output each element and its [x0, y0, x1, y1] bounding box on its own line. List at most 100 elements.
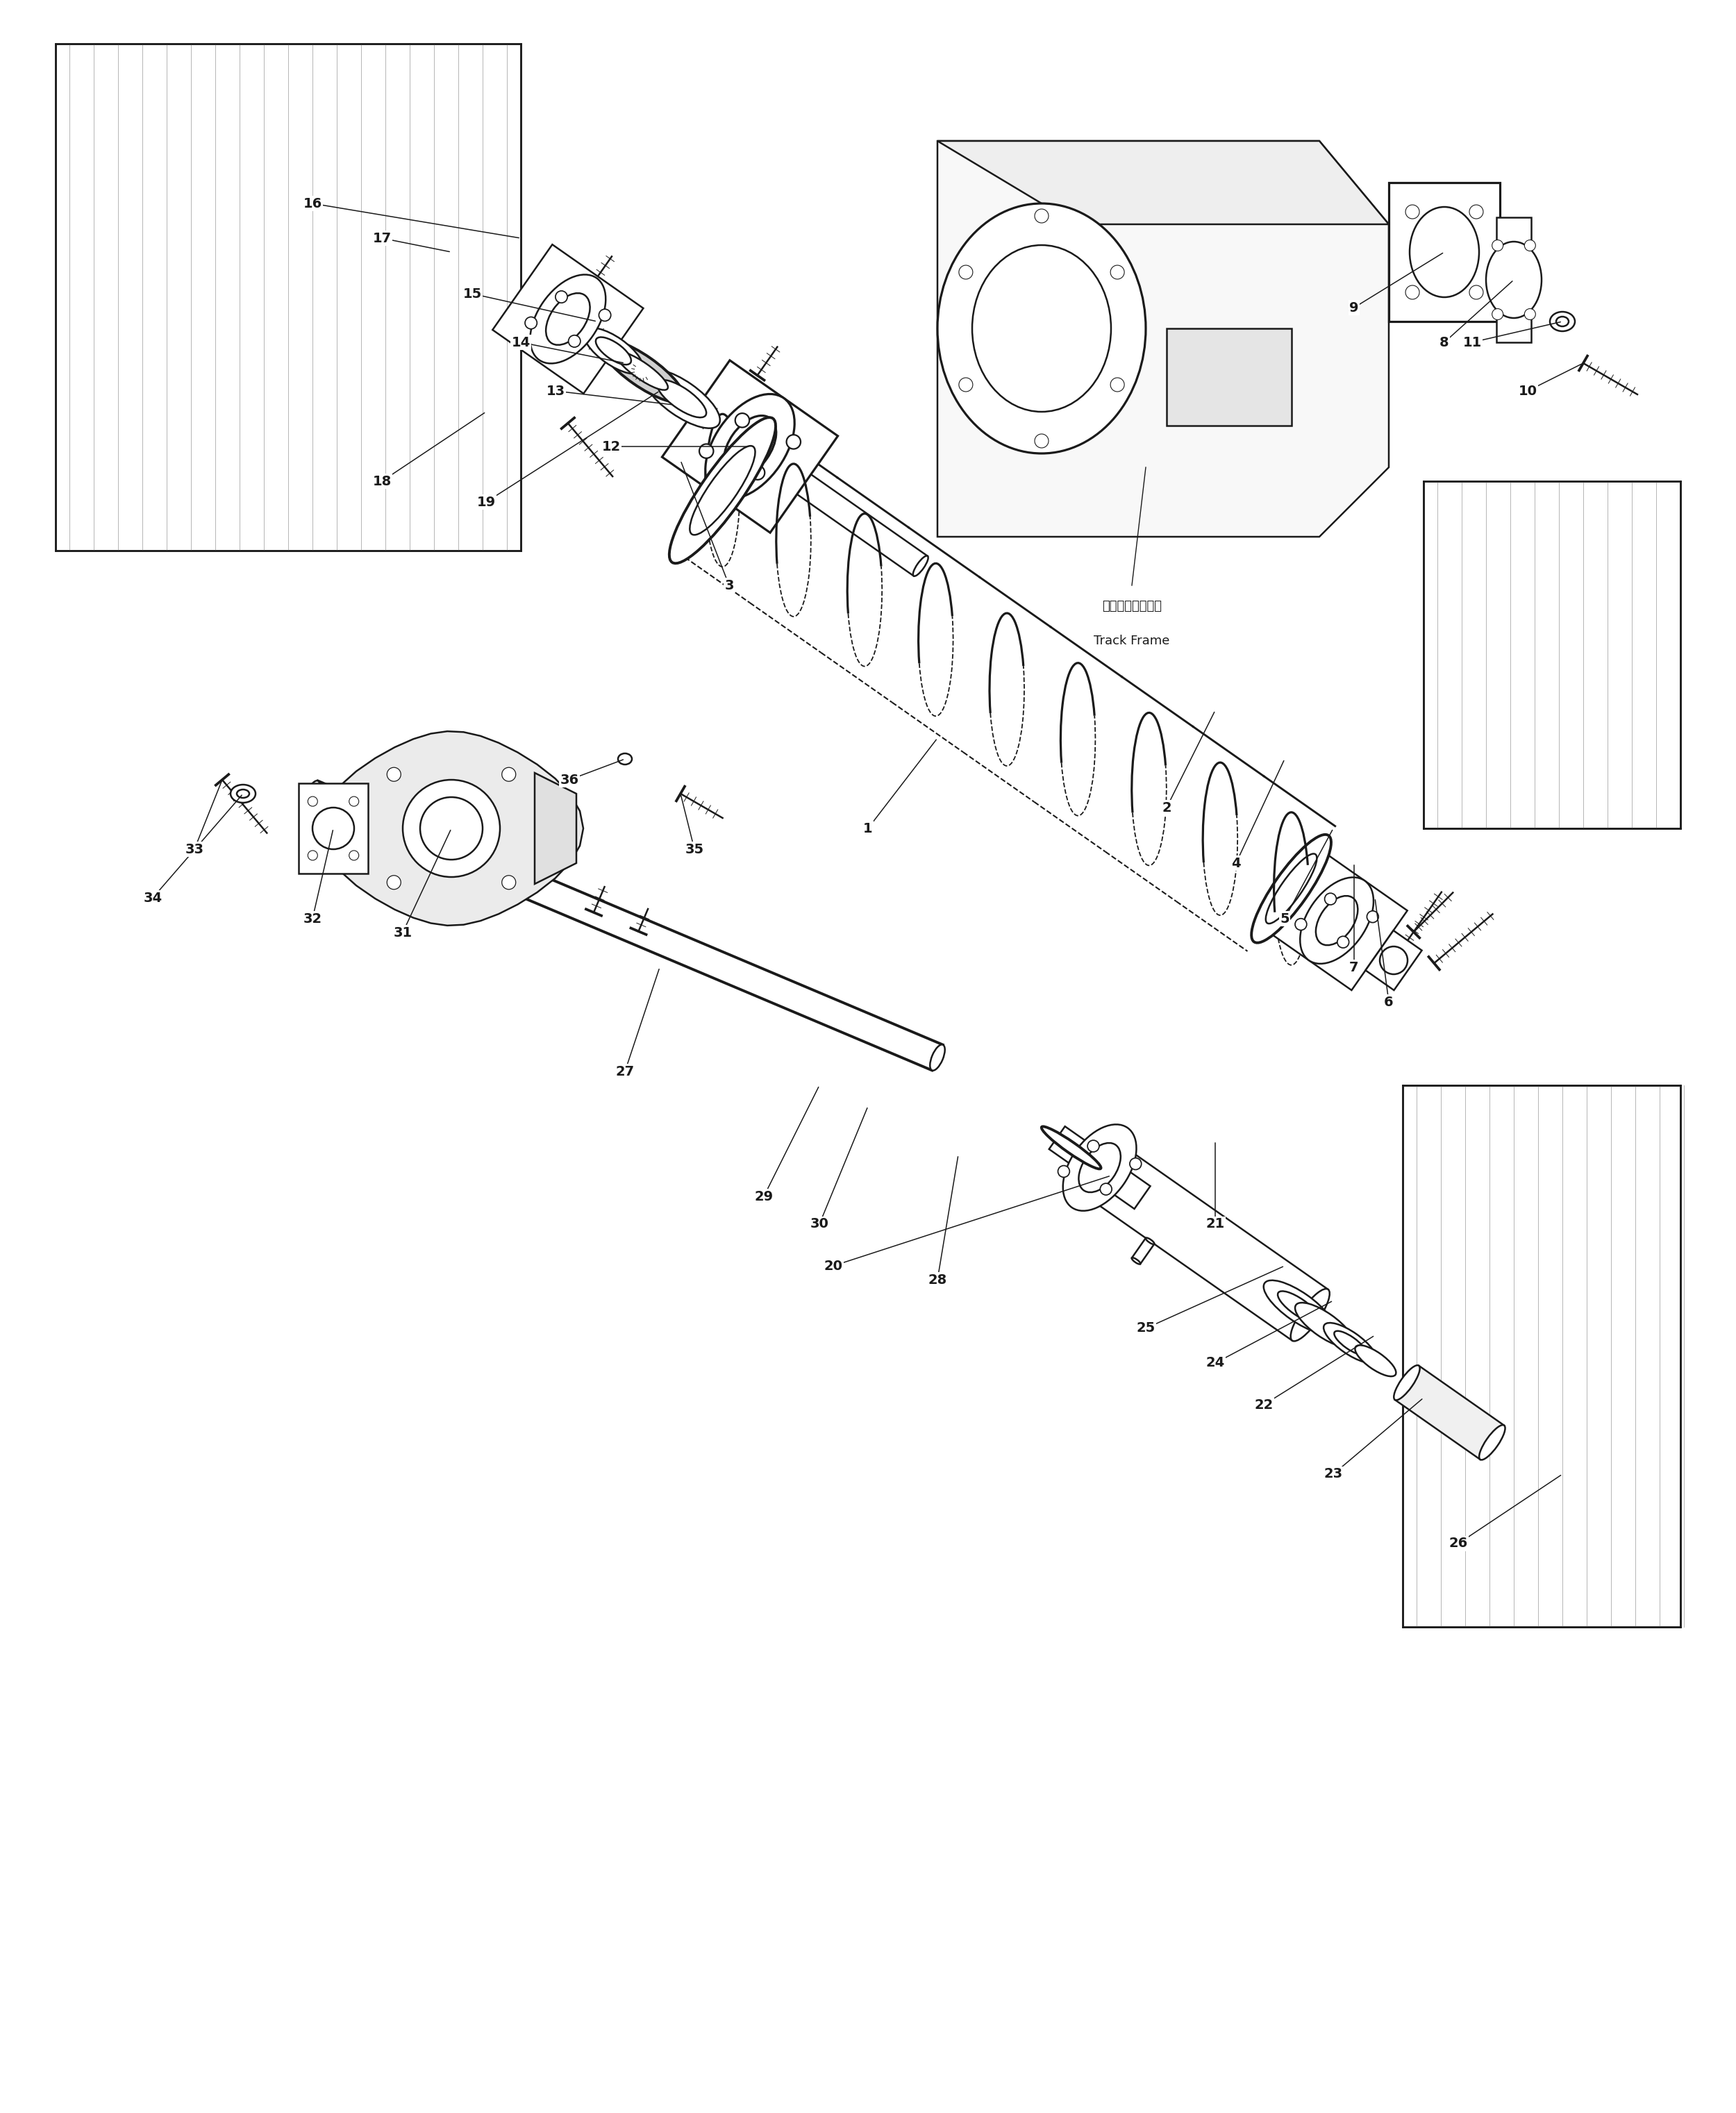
Polygon shape: [56, 44, 521, 551]
Ellipse shape: [1550, 313, 1575, 332]
Bar: [493, 245, 644, 393]
Text: 7: 7: [1349, 961, 1359, 974]
Circle shape: [1337, 936, 1349, 949]
Polygon shape: [1396, 1365, 1503, 1460]
Text: 10: 10: [1519, 385, 1536, 397]
Ellipse shape: [724, 416, 776, 478]
Ellipse shape: [705, 393, 795, 499]
Ellipse shape: [1078, 1143, 1121, 1192]
Text: 23: 23: [1325, 1469, 1342, 1481]
Text: 36: 36: [561, 773, 578, 786]
Ellipse shape: [656, 376, 672, 397]
Circle shape: [1469, 205, 1483, 220]
Circle shape: [307, 797, 318, 807]
Circle shape: [1035, 209, 1049, 222]
Circle shape: [1406, 205, 1420, 220]
Ellipse shape: [1132, 1257, 1141, 1264]
Ellipse shape: [1479, 1424, 1505, 1460]
Bar: [1496, 218, 1531, 342]
Circle shape: [734, 414, 750, 427]
Circle shape: [1101, 1183, 1111, 1196]
Ellipse shape: [601, 340, 684, 401]
Circle shape: [1087, 1141, 1099, 1152]
Ellipse shape: [545, 294, 590, 344]
Ellipse shape: [656, 380, 707, 418]
Bar: [661, 361, 838, 532]
Text: 4: 4: [1231, 856, 1241, 871]
Bar: [1266, 852, 1408, 991]
Circle shape: [556, 292, 568, 302]
Ellipse shape: [972, 245, 1111, 412]
Circle shape: [1469, 285, 1483, 300]
Circle shape: [349, 852, 359, 860]
Circle shape: [420, 797, 483, 860]
Circle shape: [1295, 919, 1307, 930]
Ellipse shape: [231, 784, 255, 803]
Ellipse shape: [1316, 896, 1358, 945]
Circle shape: [349, 797, 359, 807]
Circle shape: [1491, 241, 1503, 251]
Circle shape: [403, 780, 500, 877]
Circle shape: [1325, 894, 1337, 904]
Ellipse shape: [1323, 1323, 1377, 1363]
Circle shape: [1111, 378, 1125, 391]
Ellipse shape: [1146, 1238, 1154, 1245]
Ellipse shape: [1300, 877, 1373, 964]
Text: 35: 35: [686, 843, 703, 856]
Text: 5: 5: [1279, 913, 1290, 925]
Ellipse shape: [529, 275, 606, 363]
Circle shape: [1035, 433, 1049, 448]
Text: トラックフレーム: トラックフレーム: [1102, 600, 1161, 613]
Ellipse shape: [1295, 1304, 1354, 1348]
Ellipse shape: [1335, 1331, 1366, 1354]
Polygon shape: [1132, 1238, 1154, 1264]
Ellipse shape: [1092, 1149, 1130, 1202]
Circle shape: [307, 852, 318, 860]
Ellipse shape: [1394, 1365, 1420, 1401]
Ellipse shape: [937, 203, 1146, 454]
Text: Track Frame: Track Frame: [1094, 634, 1170, 647]
Text: 28: 28: [929, 1274, 946, 1287]
Text: 15: 15: [464, 287, 481, 300]
Circle shape: [599, 308, 611, 321]
Bar: [299, 784, 368, 873]
Ellipse shape: [913, 556, 929, 577]
Text: 31: 31: [394, 925, 411, 938]
Text: 6: 6: [1384, 995, 1394, 1008]
Circle shape: [958, 266, 972, 279]
Text: 32: 32: [304, 913, 321, 925]
Text: 13: 13: [547, 385, 564, 397]
Circle shape: [1524, 308, 1536, 319]
Ellipse shape: [1266, 854, 1318, 923]
Circle shape: [786, 435, 800, 448]
Polygon shape: [937, 142, 1389, 224]
Circle shape: [700, 444, 713, 459]
Circle shape: [387, 875, 401, 890]
Ellipse shape: [1278, 1291, 1319, 1323]
Text: 8: 8: [1439, 336, 1450, 349]
Ellipse shape: [1555, 317, 1569, 325]
Circle shape: [568, 336, 580, 347]
Circle shape: [502, 875, 516, 890]
Ellipse shape: [1252, 835, 1332, 942]
Ellipse shape: [1486, 241, 1542, 319]
Polygon shape: [1403, 1086, 1680, 1627]
Circle shape: [312, 807, 354, 849]
Polygon shape: [1094, 1149, 1328, 1340]
Circle shape: [1366, 911, 1378, 923]
Circle shape: [1057, 1166, 1069, 1177]
Text: 16: 16: [304, 197, 321, 209]
Circle shape: [1491, 308, 1503, 319]
Ellipse shape: [689, 446, 755, 535]
Circle shape: [524, 317, 536, 330]
Ellipse shape: [1042, 1126, 1101, 1168]
Circle shape: [750, 465, 766, 480]
Text: 30: 30: [811, 1217, 828, 1230]
Text: 26: 26: [1450, 1536, 1467, 1551]
Circle shape: [1406, 285, 1420, 300]
Ellipse shape: [583, 328, 642, 374]
Ellipse shape: [644, 370, 720, 429]
Bar: [1049, 1126, 1151, 1209]
Text: 9: 9: [1349, 300, 1359, 315]
Circle shape: [1130, 1158, 1141, 1171]
